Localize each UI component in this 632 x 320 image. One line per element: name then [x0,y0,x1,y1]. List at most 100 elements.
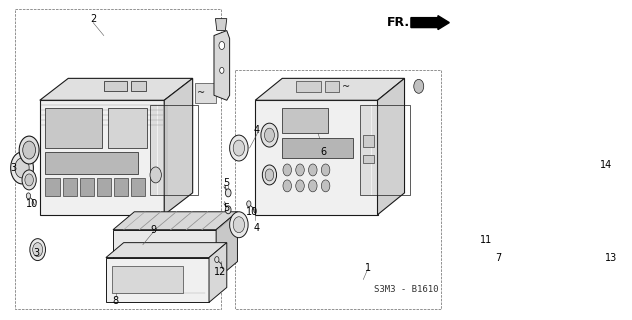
Circle shape [220,68,224,73]
Circle shape [27,193,30,199]
Text: 2: 2 [90,14,96,24]
Bar [46,108,102,148]
Circle shape [216,80,224,92]
Polygon shape [216,19,227,31]
Bar [97,178,111,196]
Polygon shape [40,100,164,215]
Bar [363,135,374,147]
Bar [80,178,94,196]
Text: 5: 5 [224,178,230,188]
Polygon shape [325,81,339,92]
Bar [360,105,410,195]
Polygon shape [216,212,238,279]
Text: 3: 3 [11,163,16,173]
Bar [46,152,138,174]
Circle shape [489,154,494,162]
Bar [485,173,497,191]
Polygon shape [255,78,404,100]
Circle shape [265,169,274,181]
Text: 10: 10 [246,207,258,217]
Circle shape [414,79,423,93]
Polygon shape [209,243,227,302]
Text: 1: 1 [365,262,370,273]
Text: 12: 12 [214,267,226,276]
Circle shape [492,241,496,247]
Circle shape [261,123,278,147]
Polygon shape [131,81,147,91]
Text: FR.: FR. [386,16,410,29]
Text: 4: 4 [253,125,260,135]
Circle shape [600,243,604,249]
Circle shape [321,164,330,176]
Text: S3M3 - B1610: S3M3 - B1610 [374,285,438,294]
Text: 8: 8 [112,296,119,306]
Text: 4: 4 [253,223,260,233]
Circle shape [283,180,291,192]
Circle shape [229,212,248,238]
Circle shape [215,257,219,262]
Bar [485,230,497,242]
Circle shape [308,180,317,192]
Circle shape [283,164,291,176]
Circle shape [296,180,304,192]
Circle shape [25,174,33,186]
Text: 6: 6 [320,147,327,157]
Bar [112,266,183,293]
Bar [485,203,497,221]
Bar [363,155,374,163]
Circle shape [226,189,231,197]
Circle shape [233,217,245,233]
Bar [283,108,329,133]
Bar [131,178,145,196]
Circle shape [308,164,317,176]
Circle shape [599,168,603,174]
Circle shape [15,158,29,178]
Circle shape [226,206,231,214]
Circle shape [246,201,251,207]
Circle shape [262,165,277,185]
Bar [63,178,76,196]
Circle shape [219,42,224,50]
Circle shape [233,140,245,156]
Polygon shape [106,258,209,302]
Circle shape [30,239,46,260]
Polygon shape [377,78,404,215]
Text: ~: ~ [197,88,205,98]
Circle shape [229,135,248,161]
Circle shape [11,152,33,184]
Polygon shape [113,230,216,279]
Bar [46,178,59,196]
Circle shape [150,167,161,183]
Circle shape [22,170,36,190]
Polygon shape [255,100,377,215]
Circle shape [19,136,39,164]
Bar [114,178,128,196]
Polygon shape [214,31,229,100]
Text: 9: 9 [150,225,157,235]
Polygon shape [106,243,227,258]
Text: 13: 13 [605,252,617,263]
Circle shape [296,164,304,176]
Polygon shape [164,78,193,215]
Polygon shape [40,78,193,100]
Text: 3: 3 [33,248,39,258]
Text: 7: 7 [495,252,502,263]
Circle shape [321,180,330,192]
Text: 5: 5 [224,203,230,213]
Polygon shape [104,81,126,91]
Text: 11: 11 [480,235,492,245]
Bar [150,105,198,195]
Polygon shape [296,81,321,92]
FancyArrow shape [411,16,449,29]
Circle shape [33,243,42,257]
Polygon shape [113,212,238,230]
Bar [108,108,147,148]
Bar [283,138,353,158]
Polygon shape [195,83,216,103]
Circle shape [23,141,35,159]
Circle shape [264,128,274,142]
Text: ~: ~ [342,82,350,92]
Text: 10: 10 [26,199,38,209]
Text: 14: 14 [600,160,612,170]
Polygon shape [480,148,502,266]
